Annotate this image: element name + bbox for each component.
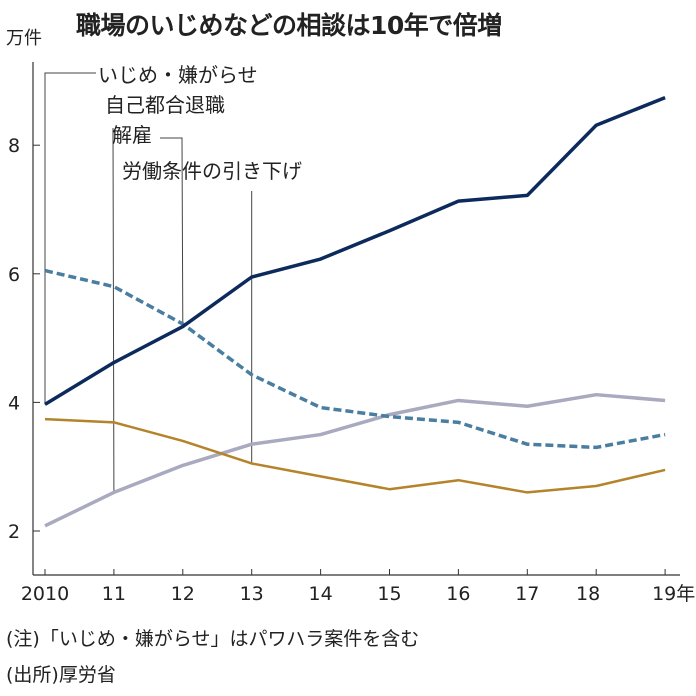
x-tick-label: 16 (446, 583, 470, 605)
x-tick-label: 11 (102, 583, 126, 605)
y-tick-label: 8 (8, 135, 20, 157)
series-line-rodo-joken (44, 417, 666, 494)
series-line-jiko-taishoku (44, 268, 666, 450)
annotation-label: 解雇 (112, 123, 152, 147)
x-tick-label: 18 (576, 583, 600, 605)
series-line-ijime (44, 95, 666, 406)
x-tick-label: 12 (171, 583, 195, 605)
y-axis-unit: 万件 (6, 28, 42, 49)
x-tick-label: 13 (240, 583, 264, 605)
y-tick-label: 4 (8, 392, 20, 414)
annotation-line (160, 137, 184, 324)
annotation-label: いじめ・嫌がらせ (98, 63, 258, 87)
y-tick-label: 2 (8, 521, 20, 543)
annotation-line (112, 127, 115, 493)
y-tick-label: 6 (8, 264, 20, 286)
annotation-label: 自己都合退職 (105, 93, 225, 117)
chart-note: (注)「いじめ・嫌がらせ」はパワハラ案件を含む (6, 628, 420, 650)
annotation-line (44, 72, 96, 405)
x-tick-label: 15 (377, 583, 401, 605)
x-tick-label: 14 (309, 583, 333, 605)
chart-source: (出所)厚労省 (6, 664, 116, 686)
series-line-kaiko (44, 392, 666, 528)
x-tick-label: 17 (515, 583, 539, 605)
x-tick-label: 19年度 (652, 583, 696, 605)
annotation-label: 労働条件の引き下げ (122, 159, 302, 183)
x-tick-label: 2010 (21, 583, 69, 605)
chart-title: 職場のいじめなどの相談は10年で倍増 (76, 11, 502, 40)
